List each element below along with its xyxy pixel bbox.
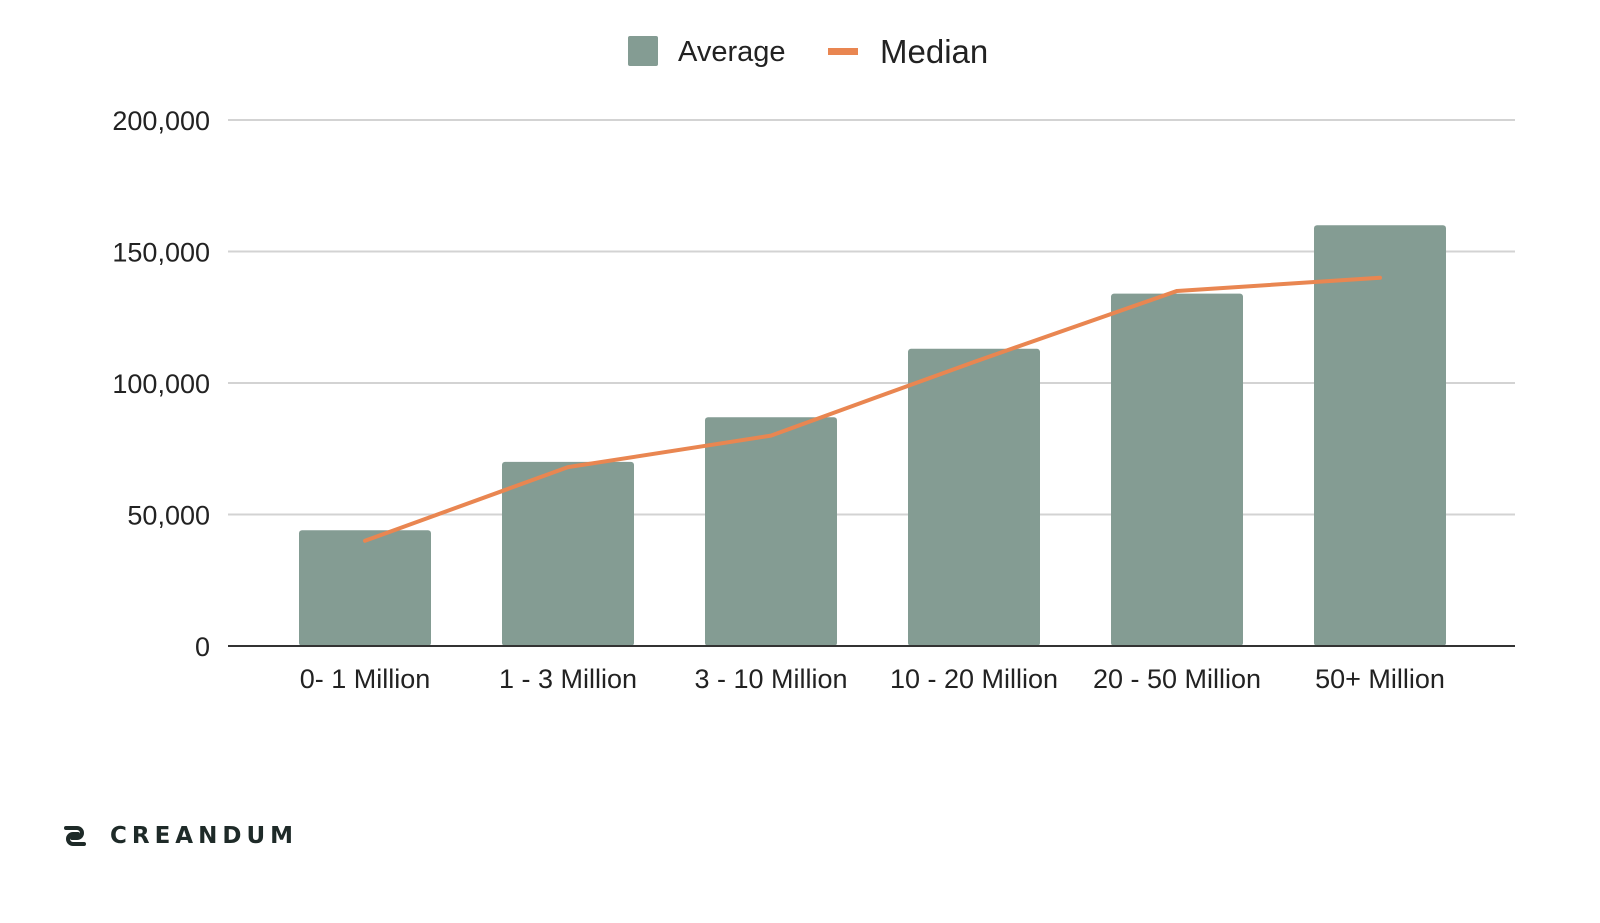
gridlines (228, 119, 1515, 516)
bar-average (908, 348, 1040, 646)
brand-name: CREANDUM (110, 823, 299, 849)
x-axis-tick-labels: 0- 1 Million 1 - 3 Million 3 - 10 Million 1… (300, 664, 1445, 694)
bar-average (299, 530, 431, 646)
x-tick-label: 20 - 50 Million (1093, 664, 1261, 694)
y-tick-label: 200,000 (112, 106, 210, 136)
median-line-layer (363, 275, 1382, 543)
y-tick-label: 0 (195, 632, 210, 662)
bars (299, 225, 1446, 646)
y-tick-label: 100,000 (112, 369, 210, 399)
bar-average (705, 417, 837, 646)
brand: CREANDUM (56, 822, 298, 850)
x-tick-label: 1 - 3 Million (499, 664, 637, 694)
bar-average (1111, 293, 1243, 646)
legend-label-median: Median (880, 33, 988, 70)
bar-average (502, 461, 634, 646)
median-line (363, 275, 1382, 543)
x-tick-label: 3 - 10 Million (694, 664, 847, 694)
legend: Average Median (628, 33, 988, 70)
x-tick-label: 10 - 20 Million (890, 664, 1058, 694)
chain-link-icon (64, 826, 86, 846)
x-tick-label: 0- 1 Million (300, 664, 431, 694)
legend-swatch-average (628, 36, 658, 66)
y-axis-tick-labels: 0 50,000 100,000 150,000 200,000 (112, 106, 210, 662)
legend-label-average: Average (678, 36, 786, 68)
x-tick-label: 50+ Million (1315, 664, 1445, 694)
legend-swatch-median (828, 48, 858, 55)
y-tick-label: 50,000 (127, 501, 210, 531)
y-tick-label: 150,000 (112, 238, 210, 268)
bar-average (1314, 225, 1446, 646)
